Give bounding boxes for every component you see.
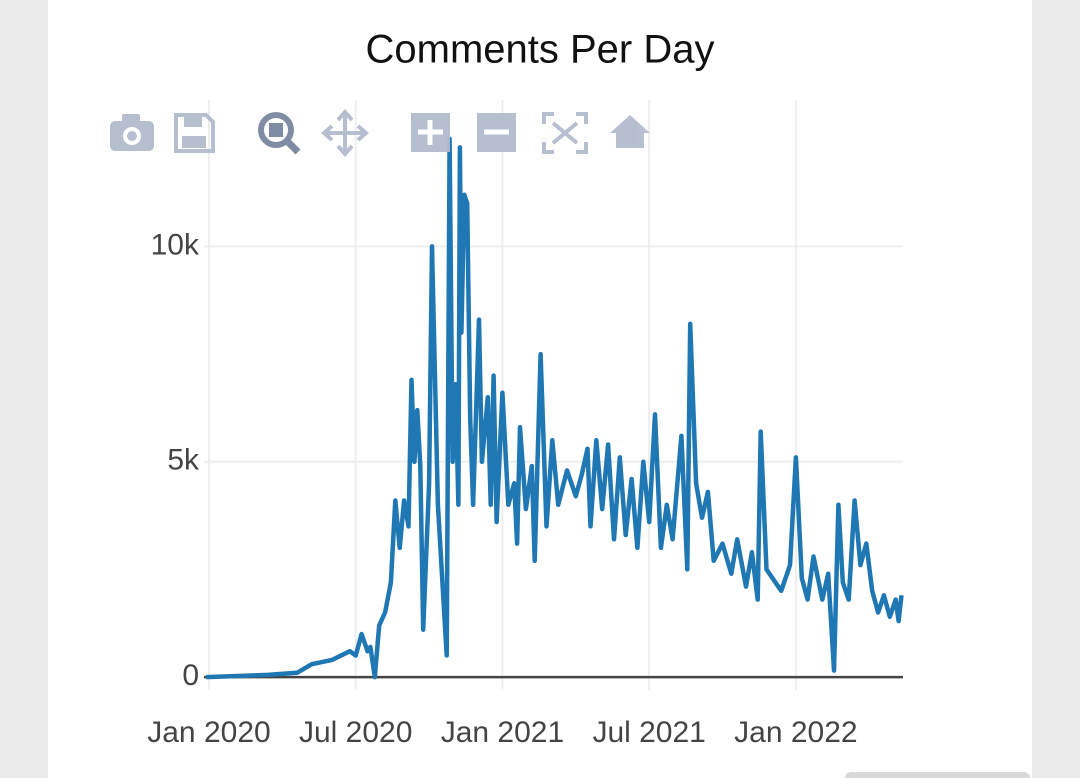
save-icon[interactable] [174, 113, 215, 153]
x-tick-label: Jul 2021 [592, 716, 705, 749]
pan-icon[interactable] [320, 108, 370, 158]
chart-title: Comments Per Day [366, 28, 715, 72]
plot-area: Jan 2020 Jul 2020 Jan 2021 Jul 2021 Jan 2022… [147, 100, 904, 749]
zoom-icon[interactable] [258, 112, 301, 155]
data-line [206, 136, 904, 680]
scroll-handle [845, 772, 1030, 778]
x-tick-label: Jul 2020 [299, 716, 412, 749]
x-tick-label: Jan 2021 [441, 716, 564, 749]
x-tick-label: Jan 2020 [147, 716, 270, 749]
zoom-out-icon[interactable] [477, 113, 516, 152]
modebar[interactable] [110, 108, 650, 158]
camera-icon[interactable] [110, 114, 154, 151]
home-icon[interactable] [610, 115, 650, 148]
x-tick-label: Jan 2022 [734, 716, 857, 749]
autoscale-icon[interactable] [542, 112, 588, 154]
y-tick-label: 5k [167, 444, 200, 477]
y-tick-label: 10k [151, 228, 200, 261]
y-tick-label: 0 [182, 659, 199, 692]
zoom-in-icon[interactable] [411, 113, 450, 152]
